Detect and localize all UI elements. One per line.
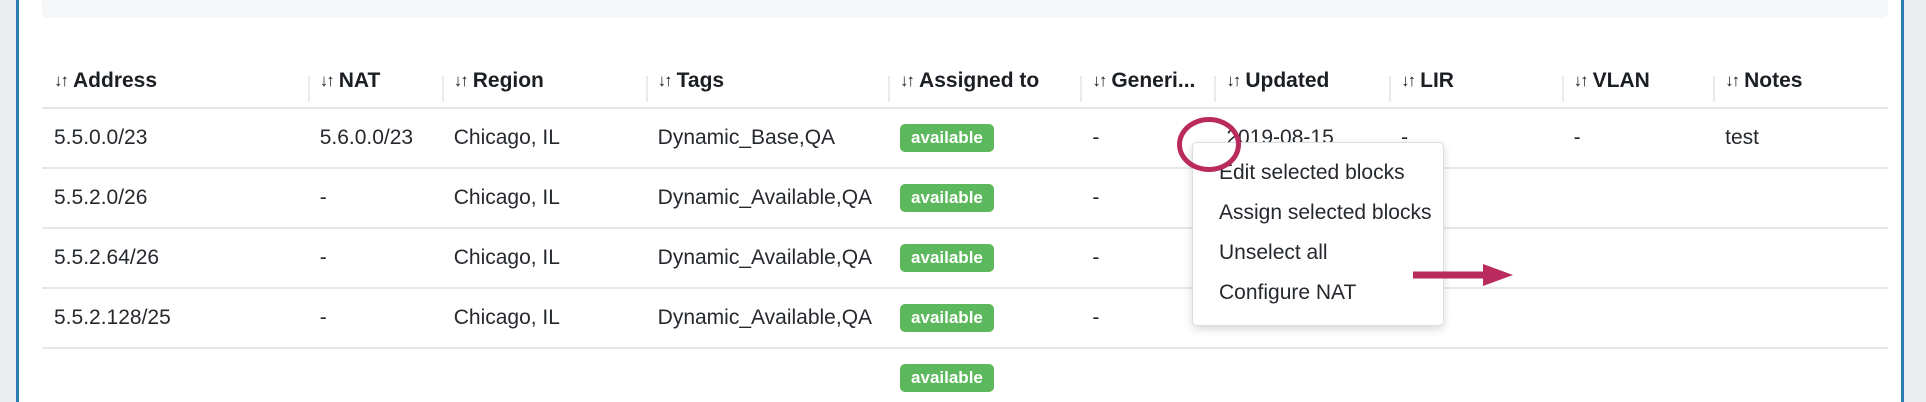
cell-address: 5.5.0.0/23: [42, 107, 308, 169]
cell-assigned-to: available: [888, 287, 1081, 349]
cell-vlan: [1561, 167, 1714, 229]
cell-updated: [1214, 347, 1390, 402]
cell-tags: Dynamic_Base,QA: [645, 107, 889, 169]
page-frame-border-left: [16, 0, 19, 402]
cell-vlan: [1561, 287, 1714, 349]
cell-notes: [1713, 227, 1888, 289]
cell-generic: [1080, 347, 1215, 402]
cell-assigned-to: available: [888, 167, 1081, 229]
sort-icon: ↓↑: [657, 71, 673, 90]
cell-address: 5.5.2.128/25: [42, 287, 308, 349]
sort-icon: ↓↑: [900, 71, 915, 90]
column-header-updated[interactable]: ↓↑ Updated: [1214, 60, 1390, 109]
sort-icon: ↓↑: [1725, 71, 1740, 90]
cell-address: [42, 347, 308, 402]
table-row[interactable]: available: [42, 347, 1888, 402]
column-header-label: Assigned to: [919, 68, 1040, 92]
cell-lir: [1389, 347, 1562, 402]
cell-notes: [1713, 347, 1888, 402]
cell-assigned-to: available: [888, 227, 1081, 289]
column-header-label: Address: [73, 68, 158, 92]
column-header-label: Region: [472, 68, 544, 92]
column-header-label: VLAN: [1592, 68, 1650, 92]
bulk-actions-dropdown-menu[interactable]: Edit selected blocks Assign selected blo…: [1192, 142, 1444, 326]
status-badge: available: [900, 363, 994, 392]
cell-region: Chicago, IL: [441, 227, 646, 289]
table-row[interactable]: 5.5.0.0/23 5.6.0.0/23 Chicago, IL Dynami…: [42, 107, 1888, 169]
sort-icon: ↓↑: [1573, 71, 1589, 90]
cell-address: 5.5.2.0/26: [42, 167, 308, 229]
sort-icon: ↓↑: [1092, 71, 1107, 90]
column-header-label: NAT: [338, 68, 381, 92]
column-header-tags[interactable]: ↓↑ Tags: [645, 60, 889, 109]
cell-tags: Dynamic_Available,QA: [645, 287, 889, 349]
menu-item-edit-selected-blocks[interactable]: Edit selected blocks: [1219, 161, 1405, 184]
column-header-label: Updated: [1245, 68, 1330, 92]
sort-icon: ↓↑: [1226, 71, 1241, 90]
status-badge: available: [900, 123, 994, 152]
cell-nat: -: [307, 227, 442, 289]
status-badge: available: [900, 243, 994, 272]
cell-notes: [1713, 167, 1888, 229]
sort-icon: ↓↑: [453, 71, 469, 90]
sort-icon: ↓↑: [54, 71, 69, 90]
cell-notes: [1713, 287, 1888, 349]
cell-region: Chicago, IL: [441, 287, 646, 349]
cell-region: Chicago, IL: [441, 107, 646, 169]
column-header-label: Notes: [1744, 68, 1803, 92]
top-panel-strip: [42, 0, 1888, 18]
cell-nat: -: [307, 167, 442, 229]
cell-nat: 5.6.0.0/23: [307, 107, 442, 169]
cell-vlan: -: [1561, 107, 1714, 169]
column-header-generic[interactable]: ↓↑ Generi...: [1080, 60, 1215, 109]
cell-assigned-to: available: [888, 347, 1081, 402]
table-header-row: ↓↑ Address ↓↑ NAT ↓↑ Region ↓↑ Tags ↓↑: [42, 60, 1888, 109]
cell-tags: Dynamic_Available,QA: [645, 227, 889, 289]
menu-item-assign-selected-blocks[interactable]: Assign selected blocks: [1219, 201, 1432, 224]
column-header-lir[interactable]: ↓↑ LIR: [1389, 60, 1562, 109]
cell-vlan: [1561, 227, 1714, 289]
menu-item-unselect-all[interactable]: Unselect all: [1219, 241, 1328, 264]
cell-region: Chicago, IL: [441, 167, 646, 229]
cell-tags: Dynamic_Available,QA: [645, 167, 889, 229]
column-header-address[interactable]: ↓↑ Address: [42, 60, 308, 109]
ip-blocks-table: ↓↑ Address ↓↑ NAT ↓↑ Region ↓↑ Tags ↓↑: [42, 60, 1888, 402]
column-header-nat[interactable]: ↓↑ NAT: [307, 60, 442, 109]
column-header-label: LIR: [1420, 68, 1454, 92]
sort-icon: ↓↑: [1401, 71, 1416, 90]
cell-nat: -: [307, 287, 442, 349]
cell-address: 5.5.2.64/26: [42, 227, 308, 289]
cell-assigned-to: available: [888, 107, 1081, 169]
table-row[interactable]: 5.5.2.64/26 - Chicago, IL Dynamic_Availa…: [42, 227, 1888, 289]
cell-vlan: [1561, 347, 1714, 402]
cell-nat: [307, 347, 442, 402]
column-header-label: Tags: [676, 68, 725, 92]
column-header-notes[interactable]: ↓↑ Notes: [1713, 60, 1888, 109]
cell-notes: test: [1713, 107, 1888, 169]
status-badge: available: [900, 303, 994, 332]
table-row[interactable]: 5.5.2.0/26 - Chicago, IL Dynamic_Availab…: [42, 167, 1888, 229]
column-header-region[interactable]: ↓↑ Region: [441, 60, 646, 109]
column-header-label: Generi...: [1111, 68, 1196, 92]
cell-region: [441, 347, 646, 402]
column-header-assigned-to[interactable]: ↓↑ Assigned to: [888, 60, 1081, 109]
status-badge: available: [900, 183, 994, 212]
sort-icon: ↓↑: [319, 71, 335, 90]
column-header-vlan[interactable]: ↓↑ VLAN: [1561, 60, 1714, 109]
page-frame-border-right: [1901, 0, 1904, 402]
table-row[interactable]: 5.5.2.128/25 - Chicago, IL Dynamic_Avail…: [42, 287, 1888, 349]
cell-tags: [645, 347, 889, 402]
menu-item-configure-nat[interactable]: Configure NAT: [1219, 281, 1357, 304]
